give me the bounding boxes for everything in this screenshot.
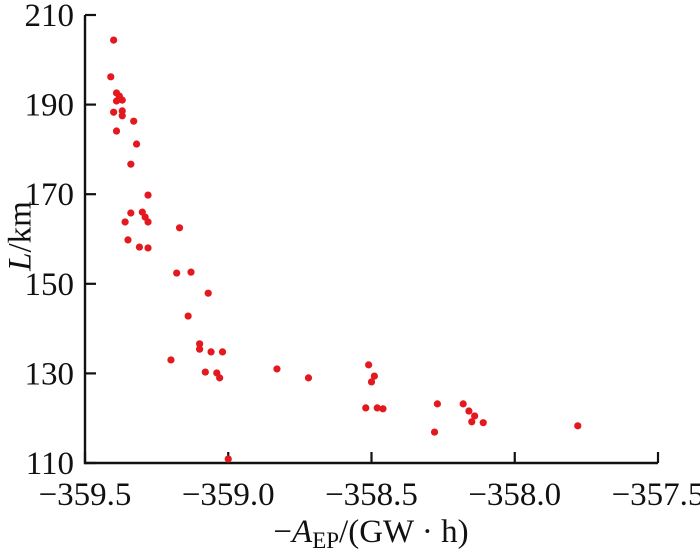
data-point — [167, 356, 175, 364]
y-label-variable: L — [2, 252, 39, 271]
data-point — [110, 36, 118, 44]
data-point — [373, 404, 381, 412]
data-point — [127, 160, 135, 168]
data-point — [207, 348, 215, 356]
data-point — [459, 400, 467, 408]
data-point — [118, 107, 126, 115]
data-point — [273, 365, 281, 373]
data-point — [196, 345, 204, 353]
x-tick-label: −358.0 — [468, 477, 561, 513]
data-point — [118, 96, 126, 104]
data-point — [201, 368, 209, 376]
data-point — [124, 236, 132, 244]
data-point — [112, 127, 121, 135]
data-point — [187, 268, 195, 276]
data-point — [132, 140, 141, 148]
data-point — [367, 378, 376, 386]
data-point — [173, 269, 181, 277]
x-tick-label: −359.0 — [182, 477, 275, 513]
x-label-units: /(GW · h) — [339, 514, 469, 550]
y-tick-label: 210 — [25, 0, 75, 34]
data-point — [118, 112, 126, 120]
y-tick-label: 170 — [25, 177, 75, 213]
data-point — [468, 418, 476, 426]
data-point — [110, 108, 118, 116]
y-tick-label: 190 — [25, 88, 75, 124]
data-point — [196, 340, 204, 348]
data-point — [130, 117, 138, 125]
x-axis-label: −AEP/(GW · h) — [273, 514, 469, 553]
y-axis-label: L/km — [3, 201, 40, 271]
data-point — [112, 97, 121, 105]
data-point — [574, 422, 582, 430]
data-point — [127, 209, 135, 217]
data-point — [370, 372, 378, 380]
data-point — [479, 419, 487, 427]
data-point — [107, 73, 115, 81]
x-label-variable: A — [292, 514, 313, 550]
data-point — [365, 361, 373, 369]
data-point — [144, 218, 152, 226]
data-point — [144, 244, 152, 252]
data-point — [216, 374, 224, 382]
y-tick-label: 110 — [26, 446, 74, 482]
y-tick-label: 150 — [25, 267, 75, 303]
data-point — [471, 412, 479, 420]
y-tick-label: 130 — [25, 356, 75, 392]
x-tick-label: −358.5 — [325, 477, 418, 513]
data-point — [304, 374, 313, 382]
data-point — [465, 407, 473, 415]
data-point — [430, 428, 439, 436]
data-point — [218, 348, 227, 356]
data-point — [121, 218, 129, 226]
data-point — [175, 224, 184, 232]
data-point — [135, 243, 144, 251]
x-label-minus: − — [273, 514, 293, 550]
x-tick-label: −359.5 — [39, 477, 132, 513]
data-point — [362, 404, 370, 412]
x-label-subscript: EP — [312, 528, 340, 553]
data-point — [144, 191, 152, 199]
data-point — [224, 455, 232, 463]
x-tick-label: −357.5 — [612, 477, 700, 513]
data-point — [204, 289, 212, 297]
y-label-units: /km — [2, 201, 39, 253]
data-point — [433, 400, 441, 408]
data-point — [379, 405, 387, 413]
data-point — [184, 312, 192, 320]
